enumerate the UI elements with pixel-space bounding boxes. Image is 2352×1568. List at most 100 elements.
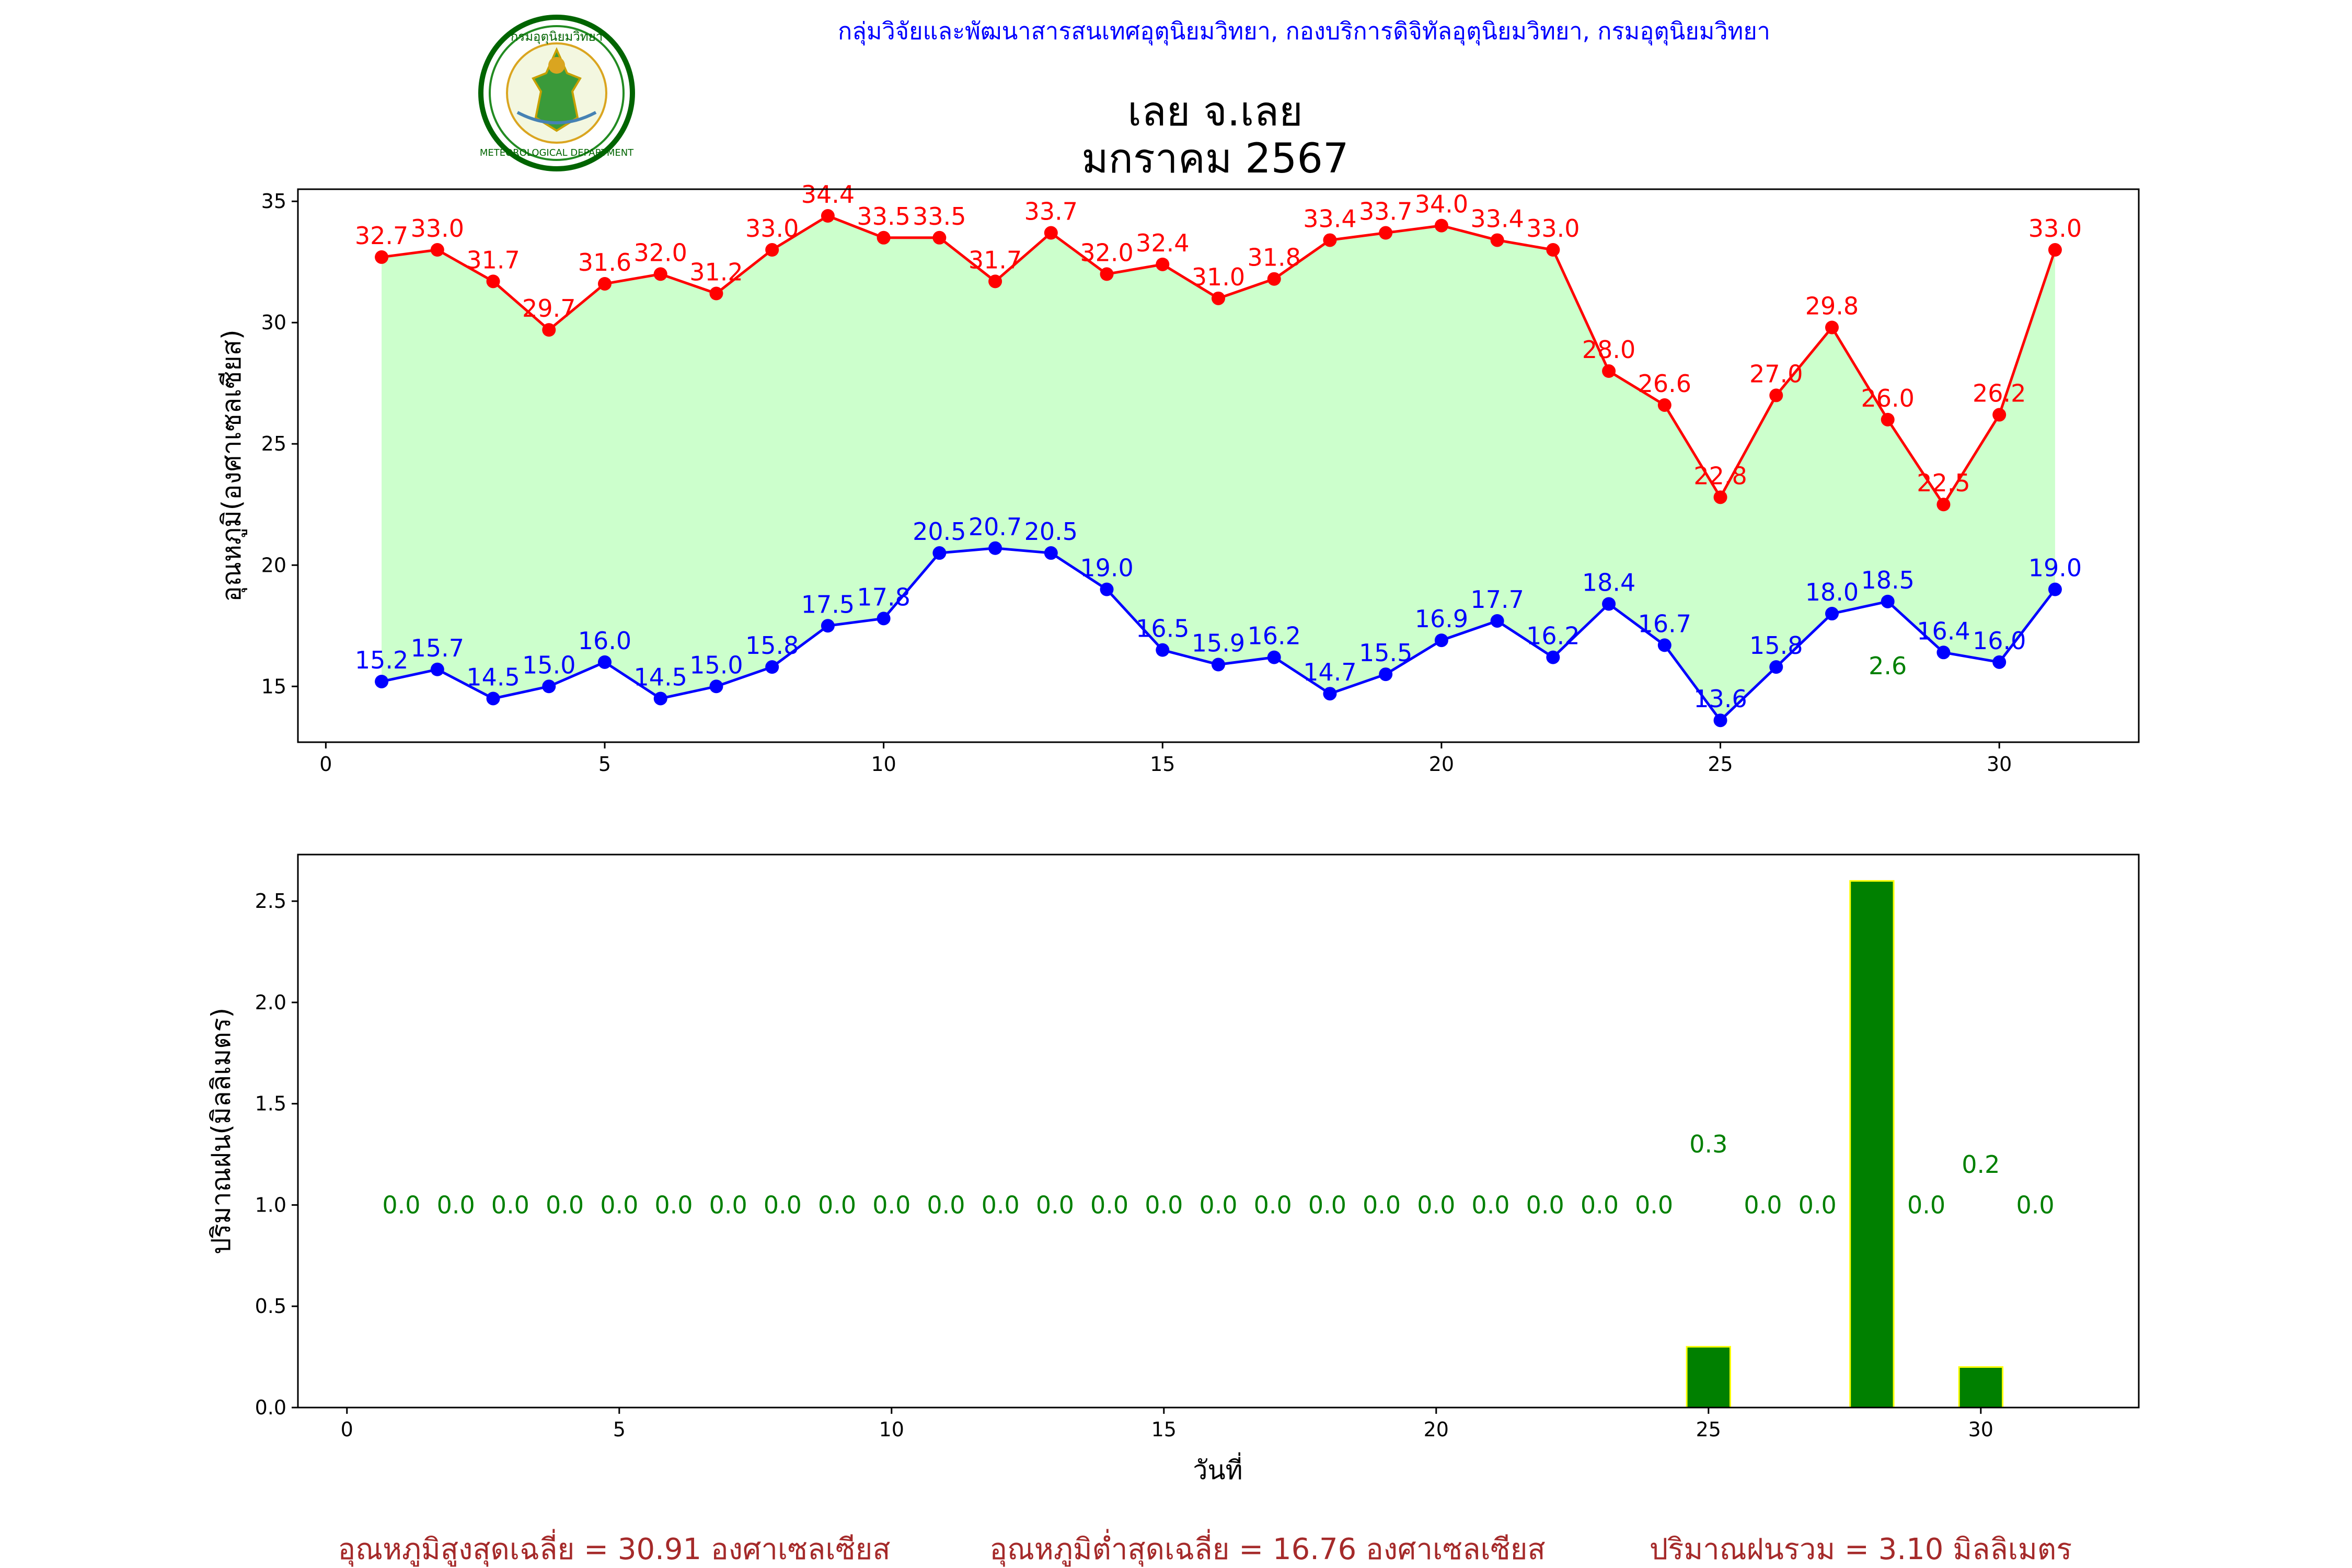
min-temperature-label: 18.5	[1861, 566, 1915, 594]
logo-text-top: กรมอุตุนิยมวิทยา	[511, 29, 603, 44]
min-temperature-label: 20.5	[913, 517, 966, 546]
max-temperature-label: 33.4	[1303, 204, 1356, 233]
min-temperature-point	[1713, 713, 1727, 728]
rainfall-value-label: 0.0	[1581, 1191, 1619, 1219]
rainfall-value-label: 0.3	[1689, 1130, 1727, 1158]
min-temperature-point	[877, 612, 891, 626]
max-temperature-label: 28.0	[1582, 336, 1635, 364]
temperature-x-tick-label: 25	[1708, 753, 1733, 776]
max-temperature-point	[877, 230, 891, 245]
min-temperature-label: 15.7	[411, 634, 464, 662]
max-temperature-point	[486, 274, 500, 289]
min-temperature-point	[765, 660, 779, 674]
min-temperature-point	[1212, 658, 1225, 672]
average-min-temperature: อุณหภูมิต่ำสุดเฉลี่ย = 16.76 องศาเซลเซีย…	[989, 1529, 1545, 1567]
rainfall-y-tick-label: 0.5	[255, 1295, 286, 1318]
temperature-y-tick-label: 15	[261, 675, 286, 698]
min-temperature-point	[1100, 582, 1114, 596]
max-temperature-point	[542, 323, 556, 337]
max-temperature-label: 33.5	[913, 202, 966, 230]
rainfall-x-tick-label: 5	[613, 1418, 626, 1441]
max-temperature-label: 31.7	[466, 246, 520, 274]
min-temperature-point	[1769, 660, 1783, 674]
rainfall-value-label: 0.0	[491, 1191, 529, 1219]
min-temperature-point	[1657, 638, 1671, 652]
max-temperature-point	[2048, 243, 2062, 257]
max-temperature-point	[1044, 226, 1058, 240]
max-temperature-label: 33.5	[857, 202, 910, 230]
max-temperature-point	[1825, 320, 1839, 335]
temperature-x-tick-label: 10	[871, 753, 896, 776]
temperature-x-tick-label: 5	[598, 753, 611, 776]
min-temperature-point	[1323, 687, 1337, 701]
rainfall-y-tick-label: 2.5	[255, 890, 286, 913]
temperature-range-fill	[382, 216, 2055, 721]
rainfall-value-label: 0.0	[1744, 1191, 1782, 1219]
rainfall-value-label: 0.0	[1526, 1191, 1564, 1219]
temperature-y-tick-label: 30	[261, 311, 286, 334]
max-temperature-point	[932, 230, 947, 245]
rainfall-plot-frame	[297, 854, 2140, 1409]
rainfall-y-tick-label: 0.0	[255, 1396, 286, 1419]
max-temperature-label: 31.7	[969, 246, 1022, 274]
min-temperature-point	[1267, 650, 1281, 664]
max-temperature-label: 33.0	[1526, 214, 1579, 243]
max-temperature-point	[1323, 233, 1337, 247]
max-temperature-point	[1546, 243, 1560, 257]
min-temperature-point	[1936, 645, 1951, 660]
min-temperature-label: 15.2	[355, 646, 408, 674]
temperature-y-axis-label: อุณหภูมิ(องศาเซลเซียส)	[216, 329, 247, 602]
max-temperature-label: 31.8	[1248, 244, 1301, 272]
rainfall-value-label: 0.0	[872, 1191, 910, 1219]
max-temperature-label: 32.0	[1080, 238, 1133, 267]
temperature-x-tick-label: 0	[319, 753, 332, 776]
max-temperature-point	[1769, 388, 1783, 402]
max-temperature-label: 31.6	[578, 248, 631, 276]
min-temperature-label: 17.8	[857, 583, 910, 611]
rainfall-y-axis-label: ปริมาณฝน(มิลลิเมตร)	[206, 1008, 236, 1254]
rainfall-value-label: 0.0	[1308, 1191, 1346, 1219]
max-temperature-point	[653, 267, 667, 281]
temperature-x-tick-label: 15	[1150, 753, 1175, 776]
rainfall-x-tick-label: 10	[879, 1418, 904, 1441]
rainfall-y-tick-label: 1.0	[255, 1193, 286, 1216]
rainfall-value-label: 0.0	[1036, 1191, 1074, 1219]
rainfall-y-tick-label: 1.5	[255, 1092, 286, 1115]
rainfall-value-label: 0.0	[818, 1191, 856, 1219]
max-temperature-point	[988, 274, 1002, 289]
max-temperature-point	[765, 243, 779, 257]
rainfall-value-label: 0.0	[1254, 1191, 1292, 1219]
max-temperature-point	[1267, 272, 1281, 286]
min-temperature-label: 18.4	[1582, 569, 1635, 597]
min-temperature-label: 15.5	[1359, 639, 1412, 667]
rainfall-value-label: 0.0	[709, 1191, 747, 1219]
rainfall-value-label: 0.0	[1471, 1191, 1509, 1219]
min-temperature-label: 14.7	[1303, 658, 1356, 686]
rainfall-value-label: 0.0	[764, 1191, 802, 1219]
min-temperature-label: 15.9	[1192, 629, 1245, 658]
rainfall-value-label: 0.0	[382, 1191, 420, 1219]
max-temperature-label: 31.0	[1192, 263, 1245, 291]
rainfall-x-tick-label: 30	[1968, 1418, 1993, 1441]
min-temperature-label: 18.0	[1805, 578, 1859, 606]
min-temperature-label: 17.5	[801, 590, 855, 618]
rainfall-x-tick-label: 25	[1696, 1418, 1721, 1441]
min-temperature-point	[486, 691, 500, 706]
min-temperature-label: 16.2	[1526, 622, 1579, 650]
min-temperature-label: 14.5	[634, 663, 687, 691]
meteorological-department-logo: กรมอุตุนิยมวิทยา METEOROLOGICAL DEPARTME…	[478, 15, 635, 171]
max-temperature-label: 31.2	[689, 258, 743, 286]
min-temperature-point	[1379, 667, 1393, 682]
rainfall-value-label: 0.0	[546, 1191, 584, 1219]
min-temperature-label: 15.8	[745, 631, 799, 660]
min-temperature-point	[821, 619, 835, 633]
max-temperature-point	[709, 286, 723, 301]
max-temperature-label: 22.8	[1693, 462, 1747, 490]
min-temperature-point	[709, 679, 723, 694]
max-temperature-label: 33.4	[1470, 204, 1524, 233]
min-temperature-label: 17.7	[1470, 585, 1524, 614]
temperature-x-tick-label: 20	[1429, 753, 1454, 776]
min-temperature-point	[988, 541, 1002, 555]
min-temperature-label: 15.0	[689, 651, 743, 679]
rainfall-bar	[1686, 1346, 1731, 1409]
